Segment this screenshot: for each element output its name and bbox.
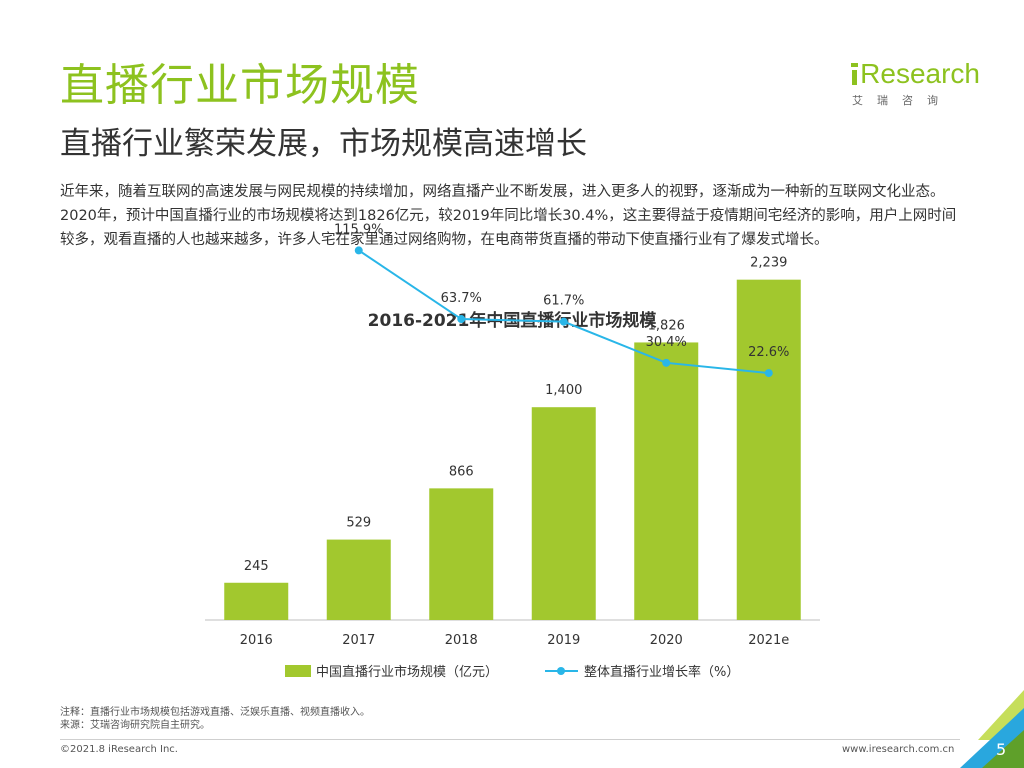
page-number: 5 — [996, 740, 1007, 759]
x-tick-2021e: 2021e — [748, 633, 789, 648]
growth-label-2021e: 22.6% — [748, 345, 789, 360]
x-tick-2017: 2017 — [342, 633, 375, 648]
copyright: ©2021.8 iResearch Inc. — [60, 744, 178, 755]
corner-dark-triangle — [982, 730, 1024, 768]
growth-rate-line — [358, 249, 769, 375]
page-title: 直播行业市场规模 — [60, 60, 420, 111]
bar-2020 — [634, 342, 699, 620]
legend-bar-swatch — [285, 665, 311, 677]
growth-label-2017: 115.9% — [334, 222, 384, 237]
bar-2018 — [429, 488, 494, 620]
bar-label-2016: 245 — [244, 559, 269, 574]
footer-divider — [60, 739, 960, 740]
growth-point-2017 — [354, 246, 363, 255]
x-tick-2019: 2019 — [547, 633, 580, 648]
bar-label-2018: 866 — [449, 464, 474, 479]
description-paragraph: 近年来，随着互联网的高速发展与网民规模的持续增加，网络直播产业不断发展，进入更多… — [60, 184, 957, 248]
bar-2016 — [224, 582, 289, 620]
bar-2019 — [531, 407, 596, 620]
bar-label-2020: 1,826 — [648, 318, 685, 333]
growth-point-2019 — [559, 317, 568, 326]
corner-decoration — [960, 690, 1024, 768]
growth-label-2018: 63.7% — [441, 291, 482, 306]
logo-brand-text: Research — [860, 58, 980, 89]
x-tick-2018: 2018 — [445, 633, 478, 648]
growth-label-2019: 61.7% — [543, 294, 584, 309]
logo-subtitle: 艾瑞咨询 — [852, 94, 952, 107]
logo-i-mark — [850, 63, 859, 85]
bar-label-2019: 1,400 — [545, 383, 582, 398]
footnote: 注释：直播行业市场规模包括游戏直播、泛娱乐直播、视频直播收入。 来源：艾瑞咨询研… — [60, 706, 370, 732]
growth-point-2020 — [662, 358, 671, 367]
x-tick-2016: 2016 — [240, 633, 273, 648]
footnote-note: 注释：直播行业市场规模包括游戏直播、泛娱乐直播、视频直播收入。 — [60, 707, 370, 718]
x-tick-2020: 2020 — [650, 633, 683, 648]
bar-label-2017: 529 — [346, 516, 371, 531]
legend-bar-label: 中国直播行业市场规模（亿元） — [316, 664, 498, 680]
growth-label-2020: 30.4% — [646, 335, 687, 350]
bar-2017 — [326, 539, 391, 620]
bar-label-2021e: 2,239 — [750, 256, 787, 271]
page-subtitle: 直播行业繁荣发展，市场规模高速增长 — [60, 126, 587, 162]
website-link[interactable]: www.iresearch.com.cn — [842, 744, 955, 755]
footnote-source: 来源：艾瑞咨询研究院自主研究。 — [60, 720, 210, 731]
growth-point-2021e — [764, 369, 773, 378]
iresearch-logo: Research 艾瑞咨询 — [850, 58, 980, 118]
growth-point-2018 — [457, 315, 466, 324]
bar-2021e — [736, 279, 801, 620]
legend-line-marker — [557, 667, 565, 675]
legend-line-label: 整体直播行业增长率（%） — [584, 664, 739, 680]
